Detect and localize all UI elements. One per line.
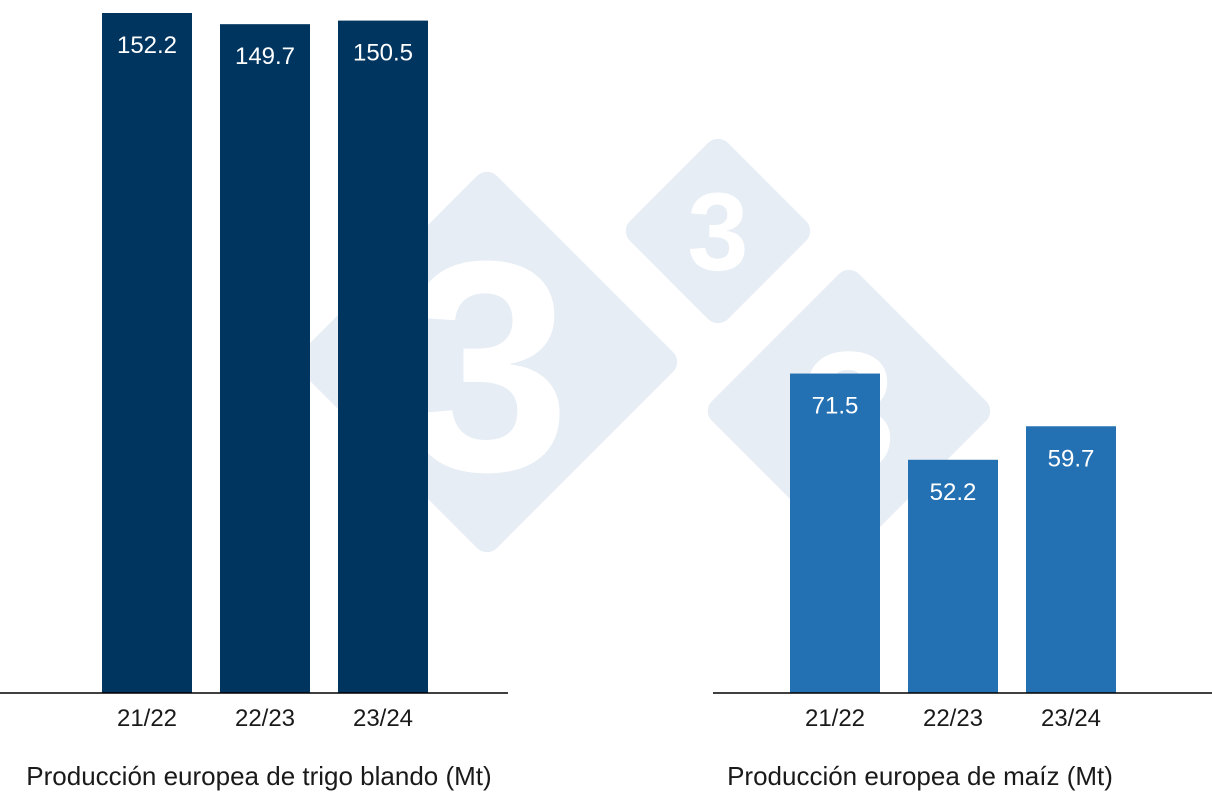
bar-value-label: 152.2 xyxy=(117,32,177,59)
bar-22-23 xyxy=(908,459,998,693)
chart-title-wheat: Producción europea de trigo blando (Mt) xyxy=(26,761,491,791)
watermark-diamond: 3 xyxy=(625,138,811,324)
bar-23-24 xyxy=(1026,426,1116,693)
x-tick-label: 23/24 xyxy=(353,705,413,732)
watermark-glyph: 3 xyxy=(404,198,571,534)
x-tick-label: 22/23 xyxy=(923,705,983,732)
bar-value-label: 71.5 xyxy=(812,393,859,420)
bar-group: 152.2 149.7 150.5 xyxy=(102,13,428,694)
wheat-production-chart: 152.2 149.7 150.5 21/22 22/23 23/24 Producci… xyxy=(0,13,508,791)
x-tick-labels: 21/22 22/23 23/24 xyxy=(805,705,1101,732)
bar-23-24 xyxy=(338,20,428,693)
watermark-glyph: 3 xyxy=(687,171,748,294)
bar-value-label: 59.7 xyxy=(1048,445,1095,472)
x-tick-label: 22/23 xyxy=(235,705,295,732)
maize-production-chart: 71.5 52.2 59.7 21/22 22/23 23/24 Producción … xyxy=(713,373,1212,791)
chart-title-maize: Producción europea de maíz (Mt) xyxy=(727,761,1113,791)
bar-22-23 xyxy=(220,24,310,694)
bar-value-label: 150.5 xyxy=(353,40,413,67)
bar-21-22 xyxy=(102,13,192,693)
x-tick-label: 21/22 xyxy=(117,705,177,732)
bar-21-22 xyxy=(790,373,880,693)
x-tick-label: 23/24 xyxy=(1041,705,1101,732)
x-tick-labels: 21/22 22/23 23/24 xyxy=(117,705,413,732)
bar-value-label: 52.2 xyxy=(930,479,977,506)
bar-group: 71.5 52.2 59.7 xyxy=(790,373,1116,693)
bar-value-label: 149.7 xyxy=(235,43,295,70)
x-tick-label: 21/22 xyxy=(805,705,865,732)
